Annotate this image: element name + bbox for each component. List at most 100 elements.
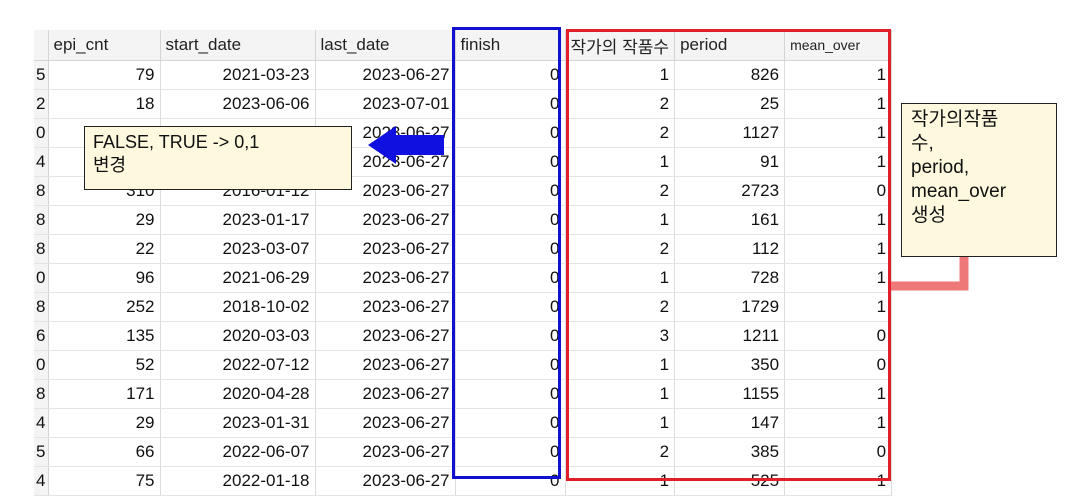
- mean-over-cell[interactable]: 1: [784, 205, 893, 235]
- mean-over-cell[interactable]: 1: [784, 292, 893, 322]
- author-works-cell[interactable]: 2: [565, 89, 676, 119]
- index-cell[interactable]: 0: [34, 350, 49, 380]
- start-date-cell[interactable]: 2021-06-29: [160, 263, 316, 293]
- index-cell[interactable]: 4: [34, 408, 49, 438]
- index-cell[interactable]: 8: [34, 176, 49, 206]
- period-cell[interactable]: 826: [674, 60, 786, 90]
- epi-cnt-cell[interactable]: 96: [48, 263, 161, 293]
- index-cell[interactable]: 0: [34, 263, 49, 293]
- start-date-cell[interactable]: 2023-03-07: [160, 234, 316, 264]
- start-date-cell[interactable]: 2022-01-18: [160, 466, 316, 496]
- mean-over-cell[interactable]: 0: [784, 350, 893, 380]
- column-header-period[interactable]: period: [674, 30, 786, 61]
- start-date-cell[interactable]: 2021-03-23: [160, 60, 316, 90]
- index-cell[interactable]: 8: [34, 205, 49, 235]
- start-date-cell[interactable]: 2023-06-06: [160, 89, 316, 119]
- index-cell[interactable]: 5: [34, 60, 49, 90]
- finish-cell[interactable]: 0: [455, 321, 566, 351]
- last-date-cell[interactable]: 2023-06-27: [315, 379, 456, 409]
- finish-cell[interactable]: 0: [455, 437, 566, 467]
- mean-over-cell[interactable]: 0: [784, 437, 893, 467]
- start-date-cell[interactable]: 2022-06-07: [160, 437, 316, 467]
- start-date-cell[interactable]: 2018-10-02: [160, 292, 316, 322]
- period-cell[interactable]: 1729: [674, 292, 786, 322]
- table-row[interactable]: 5 66 2022-06-07 2023-06-27 0 2 385 0: [34, 437, 893, 467]
- index-cell[interactable]: 8: [34, 234, 49, 264]
- mean-over-cell[interactable]: 1: [784, 234, 893, 264]
- start-date-cell[interactable]: 2022-07-12: [160, 350, 316, 380]
- author-works-cell[interactable]: 1: [565, 379, 676, 409]
- author-works-cell[interactable]: 1: [565, 205, 676, 235]
- finish-cell[interactable]: 0: [455, 60, 566, 90]
- author-works-cell[interactable]: 1: [565, 147, 676, 177]
- period-cell[interactable]: 91: [674, 147, 786, 177]
- finish-cell[interactable]: 0: [455, 408, 566, 438]
- finish-cell[interactable]: 0: [455, 350, 566, 380]
- last-date-cell[interactable]: 2023-06-27: [315, 466, 456, 496]
- epi-cnt-cell[interactable]: 171: [48, 379, 161, 409]
- column-header-start-date[interactable]: start_date: [160, 30, 316, 61]
- mean-over-cell[interactable]: 0: [784, 176, 893, 206]
- period-cell[interactable]: 1127: [674, 118, 786, 148]
- period-cell[interactable]: 350: [674, 350, 786, 380]
- epi-cnt-cell[interactable]: 135: [48, 321, 161, 351]
- period-cell[interactable]: 25: [674, 89, 786, 119]
- author-works-cell[interactable]: 1: [565, 408, 676, 438]
- author-works-cell[interactable]: 3: [565, 321, 676, 351]
- mean-over-cell[interactable]: 1: [784, 60, 893, 90]
- column-header-epi-cnt[interactable]: epi_cnt: [48, 30, 161, 61]
- finish-cell[interactable]: 0: [455, 118, 566, 148]
- mean-over-cell[interactable]: 1: [784, 147, 893, 177]
- start-date-cell[interactable]: 2020-03-03: [160, 321, 316, 351]
- epi-cnt-cell[interactable]: 79: [48, 60, 161, 90]
- author-works-cell[interactable]: 2: [565, 292, 676, 322]
- column-header-mean-over[interactable]: mean_over: [784, 30, 893, 61]
- last-date-cell[interactable]: 2023-06-27: [315, 321, 456, 351]
- last-date-cell[interactable]: 2023-06-27: [315, 60, 456, 90]
- start-date-cell[interactable]: 2020-04-28: [160, 379, 316, 409]
- index-cell[interactable]: 2: [34, 89, 49, 119]
- column-header-author-works[interactable]: 작가의 작품수: [565, 30, 676, 61]
- index-cell[interactable]: 0: [34, 118, 49, 148]
- period-cell[interactable]: 728: [674, 263, 786, 293]
- finish-cell[interactable]: 0: [455, 234, 566, 264]
- index-cell[interactable]: 4: [34, 466, 49, 496]
- mean-over-cell[interactable]: 0: [784, 321, 893, 351]
- index-cell[interactable]: 8: [34, 379, 49, 409]
- author-works-cell[interactable]: 1: [565, 350, 676, 380]
- finish-cell[interactable]: 0: [455, 89, 566, 119]
- period-cell[interactable]: 112: [674, 234, 786, 264]
- table-row[interactable]: 0 96 2021-06-29 2023-06-27 0 1 728 1: [34, 263, 893, 293]
- table-row[interactable]: 5 79 2021-03-23 2023-06-27 0 1 826 1: [34, 60, 893, 90]
- last-date-cell[interactable]: 2023-06-27: [315, 350, 456, 380]
- last-date-cell[interactable]: 2023-07-01: [315, 89, 456, 119]
- period-cell[interactable]: 1211: [674, 321, 786, 351]
- table-row[interactable]: 0 52 2022-07-12 2023-06-27 0 1 350 0: [34, 350, 893, 380]
- start-date-cell[interactable]: 2023-01-31: [160, 408, 316, 438]
- index-cell[interactable]: 8: [34, 292, 49, 322]
- mean-over-cell[interactable]: 1: [784, 379, 893, 409]
- author-works-cell[interactable]: 2: [565, 437, 676, 467]
- epi-cnt-cell[interactable]: 18: [48, 89, 161, 119]
- finish-cell[interactable]: 0: [455, 379, 566, 409]
- last-date-cell[interactable]: 2023-06-27: [315, 437, 456, 467]
- epi-cnt-cell[interactable]: 75: [48, 466, 161, 496]
- author-works-cell[interactable]: 1: [565, 466, 676, 496]
- table-row[interactable]: 8 171 2020-04-28 2023-06-27 0 1 1155 1: [34, 379, 893, 409]
- epi-cnt-cell[interactable]: 52: [48, 350, 161, 380]
- last-date-cell[interactable]: 2023-06-27: [315, 292, 456, 322]
- finish-cell[interactable]: 0: [455, 147, 566, 177]
- period-cell[interactable]: 2723: [674, 176, 786, 206]
- mean-over-cell[interactable]: 1: [784, 466, 893, 496]
- finish-cell[interactable]: 0: [455, 466, 566, 496]
- finish-cell[interactable]: 0: [455, 292, 566, 322]
- column-header-last-date[interactable]: last_date: [315, 30, 456, 61]
- index-cell[interactable]: 5: [34, 437, 49, 467]
- period-cell[interactable]: 385: [674, 437, 786, 467]
- index-cell[interactable]: 4: [34, 147, 49, 177]
- author-works-cell[interactable]: 2: [565, 176, 676, 206]
- table-row[interactable]: 4 75 2022-01-18 2023-06-27 0 1 525 1: [34, 466, 893, 496]
- epi-cnt-cell[interactable]: 29: [48, 205, 161, 235]
- column-header-index[interactable]: [34, 30, 49, 61]
- table-row[interactable]: 4 29 2023-01-31 2023-06-27 0 1 147 1: [34, 408, 893, 438]
